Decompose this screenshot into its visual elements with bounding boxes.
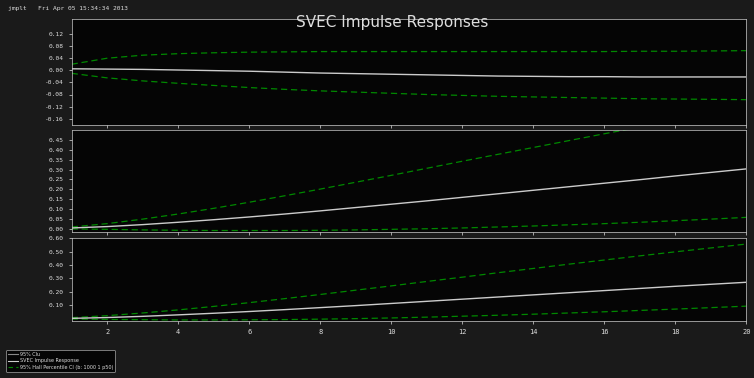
Legend: 95% Clu, SVEC Impulse Response, 95% Hall Percentile CI (b: 1000 1 p50): 95% Clu, SVEC Impulse Response, 95% Hall… bbox=[6, 350, 115, 372]
Text: jmplt   Fri Apr 05 15:34:34 2013: jmplt Fri Apr 05 15:34:34 2013 bbox=[8, 6, 127, 11]
Text: SVEC Impulse Responses: SVEC Impulse Responses bbox=[296, 15, 489, 30]
